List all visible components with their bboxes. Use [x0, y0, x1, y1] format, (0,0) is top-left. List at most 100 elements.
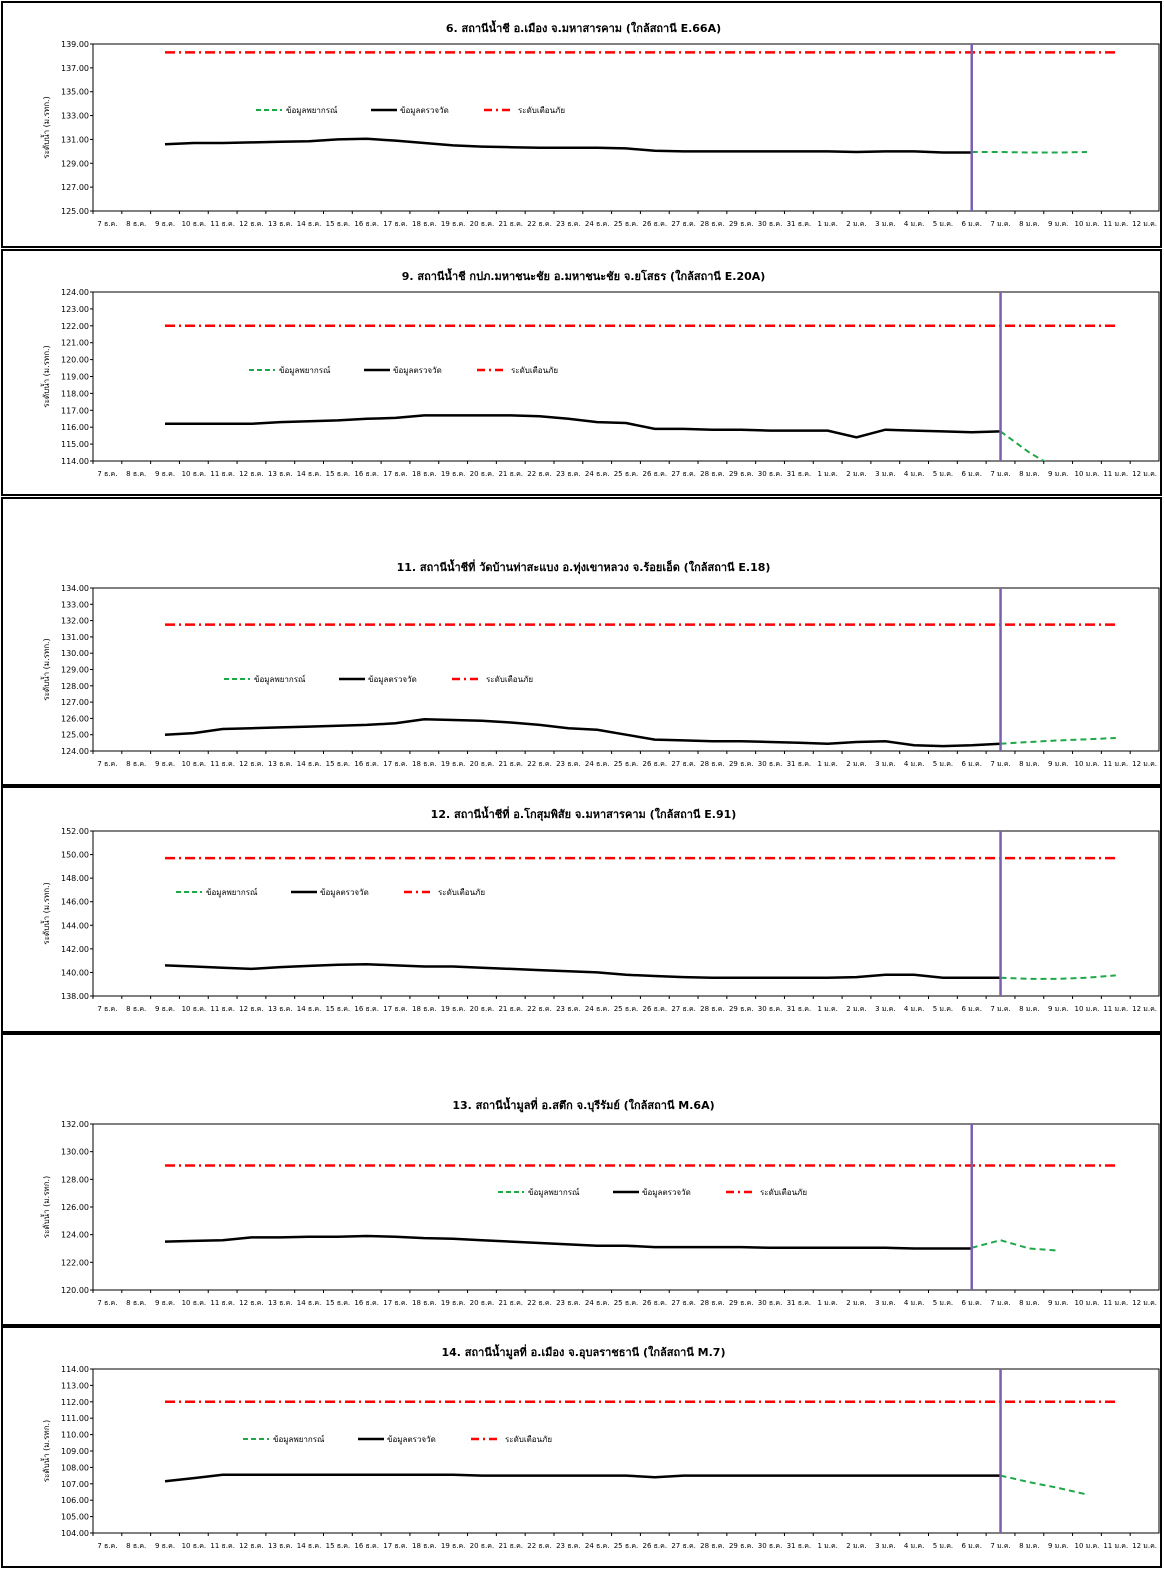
- x-tick-label: 22 ธ.ค.: [527, 760, 552, 768]
- y-tick-label: 123.00: [61, 305, 89, 314]
- x-tick-label: 24 ธ.ค.: [585, 760, 610, 768]
- x-tick-label: 27 ธ.ค.: [671, 470, 696, 478]
- forecast-series-line: [1000, 974, 1116, 980]
- x-tick-label: 12 ม.ค.: [1132, 760, 1157, 768]
- series-group: [164, 856, 1116, 980]
- x-tick-label: 16 ธ.ค.: [354, 220, 379, 228]
- x-tick-label: 13 ธ.ค.: [268, 760, 293, 768]
- x-tick-label: 12 ธ.ค.: [239, 220, 264, 228]
- x-tick-label: 12 ธ.ค.: [239, 470, 264, 478]
- x-tick-label: 19 ธ.ค.: [441, 1542, 466, 1550]
- x-tick-label: 25 ธ.ค.: [614, 1005, 639, 1013]
- x-tick-label: 31 ธ.ค.: [787, 1299, 812, 1307]
- x-tick-label: 13 ธ.ค.: [268, 220, 293, 228]
- x-tick-label: 12 ธ.ค.: [239, 1005, 264, 1013]
- x-tick-label: 7 ธ.ค.: [97, 1299, 117, 1307]
- x-tick-label: 14 ธ.ค.: [297, 470, 322, 478]
- x-tick-label: 2 ม.ค.: [846, 1299, 866, 1307]
- x-tick-label: 7 ธ.ค.: [97, 220, 117, 228]
- x-tick-label: 31 ธ.ค.: [787, 470, 812, 478]
- x-tick-label: 27 ธ.ค.: [671, 220, 696, 228]
- y-tick-label: 142.00: [61, 945, 89, 954]
- y-tick-label: 140.00: [61, 968, 89, 977]
- x-tick-label: 4 ม.ค.: [904, 1005, 924, 1013]
- x-tick-label: 9 ม.ค.: [1048, 220, 1068, 228]
- legend-forecast-label: ข้อมูลพยากรณ์: [279, 365, 331, 376]
- x-tick-label: 30 ธ.ค.: [758, 1542, 783, 1550]
- x-tick-label: 28 ธ.ค.: [700, 1542, 725, 1550]
- x-tick-label: 11 ม.ค.: [1103, 1299, 1128, 1307]
- y-tick-label: 122.00: [61, 322, 89, 331]
- x-tick-label: 15 ธ.ค.: [326, 1542, 351, 1550]
- y-axis-label: ระดับน้ำ (ม.รทก.): [40, 345, 51, 407]
- y-axis-label: ระดับน้ำ (ม.รทก.): [40, 1176, 51, 1238]
- series-group: [164, 1400, 1116, 1496]
- chart-title: 9. สถานีน้ำชี กปภ.มหาชนะชัย อ.มหาชนะชัย …: [402, 268, 766, 283]
- x-tick-label: 11 ธ.ค.: [210, 220, 235, 228]
- x-tick-label: 26 ธ.ค.: [643, 1542, 668, 1550]
- x-tick-label: 17 ธ.ค.: [383, 760, 408, 768]
- series-group: [164, 51, 1116, 154]
- y-tick-label: 127.00: [61, 183, 89, 192]
- x-tick-label: 15 ธ.ค.: [326, 1299, 351, 1307]
- legend-forecast-label: ข้อมูลพยากรณ์: [206, 887, 258, 898]
- x-tick-label: 10 ธ.ค.: [182, 760, 207, 768]
- x-tick-label: 5 ม.ค.: [933, 1542, 953, 1550]
- x-tick-label: 17 ธ.ค.: [383, 1299, 408, 1307]
- x-tick-label: 22 ธ.ค.: [527, 1542, 552, 1550]
- x-tick-label: 9 ม.ค.: [1048, 1005, 1068, 1013]
- series-group: [164, 623, 1116, 748]
- x-tick-label: 12 ธ.ค.: [239, 1542, 264, 1550]
- observed-series-line: [165, 414, 1001, 439]
- x-tick-label: 20 ธ.ค.: [470, 1299, 495, 1307]
- x-tick-label: 10 ม.ค.: [1075, 760, 1100, 768]
- y-tick-label: 111.00: [61, 1414, 89, 1423]
- y-tick-label: 144.00: [61, 921, 89, 930]
- legend-warning-label: ระดับเตือนภัย: [518, 106, 565, 115]
- x-tick-label: 17 ธ.ค.: [383, 220, 408, 228]
- plot-area: [92, 1123, 1160, 1291]
- x-tick-label: 1 ม.ค.: [817, 760, 837, 768]
- y-tick-label: 130.00: [61, 649, 89, 658]
- x-tick-label: 15 ธ.ค.: [326, 1005, 351, 1013]
- x-tick-label: 12 ม.ค.: [1132, 1005, 1157, 1013]
- x-tick-label: 20 ธ.ค.: [470, 760, 495, 768]
- forecast-series-line: [971, 151, 1088, 154]
- x-tick-label: 12 ธ.ค.: [239, 1299, 264, 1307]
- x-tick-label: 13 ธ.ค.: [268, 470, 293, 478]
- x-tick-label: 11 ธ.ค.: [210, 470, 235, 478]
- x-tick-label: 7 ม.ค.: [990, 760, 1010, 768]
- x-tick-label: 18 ธ.ค.: [412, 220, 437, 228]
- x-tick-label: 14 ธ.ค.: [297, 760, 322, 768]
- x-tick-label: 14 ธ.ค.: [297, 1542, 322, 1550]
- x-tick-label: 30 ธ.ค.: [758, 1299, 783, 1307]
- x-tick-label: 9 ม.ค.: [1048, 1542, 1068, 1550]
- x-tick-label: 18 ธ.ค.: [412, 1299, 437, 1307]
- x-tick-label: 21 ธ.ค.: [498, 470, 523, 478]
- y-tick-label: 127.00: [61, 698, 89, 707]
- x-tick-label: 12 ธ.ค.: [239, 760, 264, 768]
- x-tick-label: 10 ธ.ค.: [182, 1005, 207, 1013]
- x-tick-label: 7 ม.ค.: [990, 470, 1010, 478]
- x-tick-label: 10 ม.ค.: [1075, 220, 1100, 228]
- chart-title: 14. สถานีน้ำมูลที่ อ.เมือง จ.อุบลราชธานี…: [441, 1344, 725, 1360]
- chart-title: 13. สถานีน้ำมูลที่ อ.สตึก จ.บุรีรัมย์ (ใ…: [452, 1097, 714, 1113]
- x-tick-label: 31 ธ.ค.: [787, 760, 812, 768]
- y-tick-label: 126.00: [61, 714, 89, 723]
- x-tick-label: 24 ธ.ค.: [585, 470, 610, 478]
- x-tick-label: 2 ม.ค.: [846, 760, 866, 768]
- y-tick-label: 132.00: [61, 1120, 89, 1129]
- x-tick-label: 5 ม.ค.: [933, 470, 953, 478]
- legend-warning-label: ระดับเตือนภัย: [760, 1188, 807, 1197]
- y-tick-label: 117.00: [61, 406, 89, 415]
- x-tick-label: 8 ธ.ค.: [126, 1299, 146, 1307]
- legend-observed-label: ข้อมูลตรวจวัด: [320, 888, 369, 898]
- x-tick-label: 26 ธ.ค.: [643, 1299, 668, 1307]
- y-tick-label: 104.00: [61, 1529, 89, 1538]
- plot-area: [92, 587, 1160, 752]
- x-tick-label: 19 ธ.ค.: [441, 760, 466, 768]
- legend-observed-label: ข้อมูลตรวจวัด: [393, 366, 442, 376]
- observed-series-line: [164, 717, 1001, 748]
- x-tick-label: 11 ม.ค.: [1103, 1005, 1128, 1013]
- x-tick-label: 5 ม.ค.: [933, 1299, 953, 1307]
